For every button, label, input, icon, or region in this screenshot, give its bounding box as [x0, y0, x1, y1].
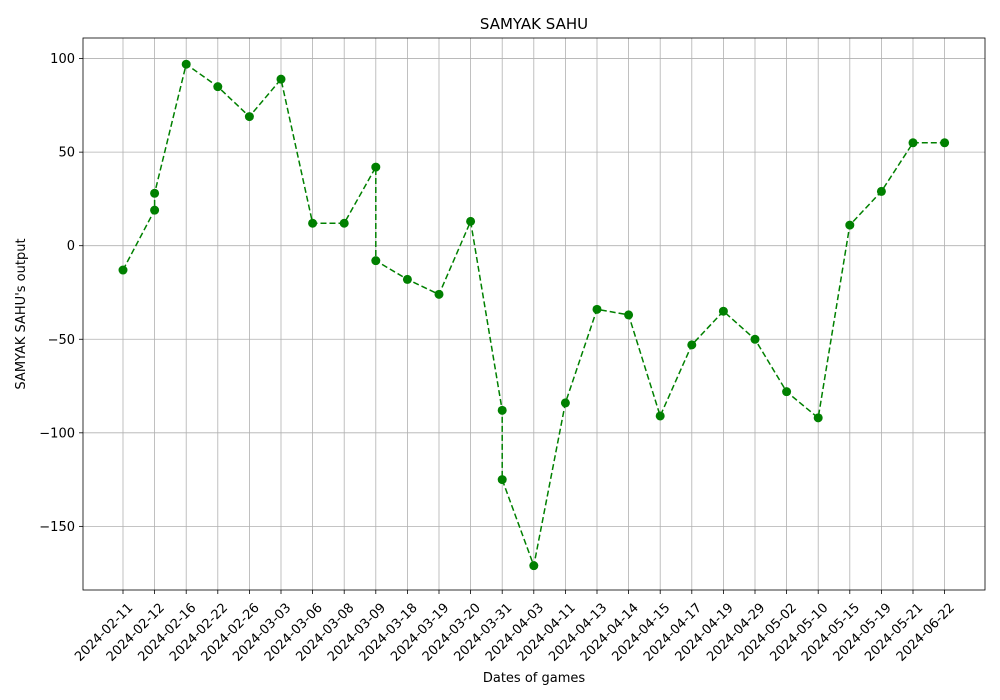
data-point [150, 188, 160, 198]
y-axis-title: SAMYAK SAHU's output [14, 238, 29, 389]
y-tick-label: 0 [67, 239, 75, 254]
data-point [181, 59, 191, 69]
y-tick-label: 100 [50, 52, 75, 67]
y-tick-label: −100 [39, 426, 75, 441]
data-point [434, 289, 444, 299]
chart-title: SAMYAK SAHU [480, 15, 588, 33]
data-point [466, 216, 476, 226]
plot-frame [82, 37, 986, 591]
y-tick-label: −150 [39, 520, 75, 535]
data-point [940, 138, 950, 148]
data-point [497, 405, 507, 415]
series-line [122, 62, 945, 569]
data-point [876, 186, 886, 196]
data-point [276, 74, 286, 84]
data-point [687, 340, 697, 350]
data-point [624, 310, 634, 320]
data-point [782, 387, 792, 397]
data-point [497, 475, 507, 485]
data-point [718, 306, 728, 316]
series-layer [118, 59, 950, 571]
y-tick-label: −50 [48, 333, 75, 348]
data-point [750, 334, 760, 344]
data-point [308, 218, 318, 228]
x-axis-title: Dates of games [483, 671, 586, 686]
data-point [592, 304, 602, 314]
data-point [560, 398, 570, 408]
data-point [908, 138, 918, 148]
data-point [655, 411, 665, 421]
grid-layer [83, 38, 985, 590]
data-point [402, 274, 412, 284]
data-point [813, 413, 823, 423]
data-point [118, 265, 128, 275]
data-point [371, 162, 381, 172]
data-point [529, 561, 539, 571]
data-point [371, 256, 381, 266]
y-tick-label: 50 [58, 146, 75, 161]
data-point [150, 205, 160, 215]
data-point [244, 112, 254, 122]
data-point [845, 220, 855, 230]
axis-layer: 2024-02-112024-02-122024-02-162024-02-22… [39, 52, 958, 665]
data-point [213, 82, 223, 92]
data-point [339, 218, 349, 228]
